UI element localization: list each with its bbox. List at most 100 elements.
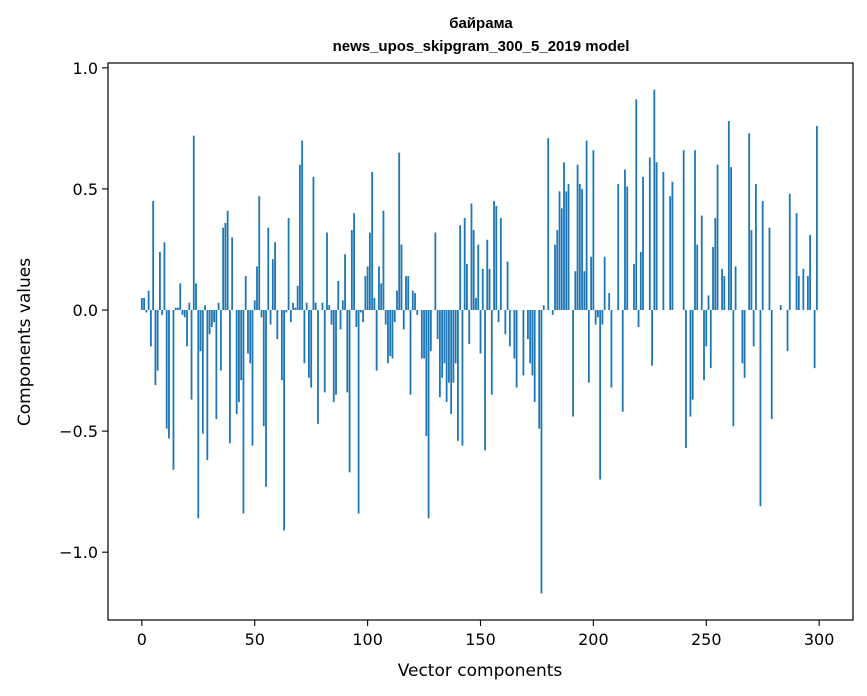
bar-component-91 [346,310,349,393]
bar-component-111 [391,310,394,359]
bar-component-124 [420,310,423,359]
bar-component-69 [296,285,299,311]
bar-component-113 [396,290,398,311]
bar-component-9 [161,310,164,315]
bar-component-106 [380,283,383,311]
bar-component-4 [149,310,152,347]
bar-component-207 [608,293,611,311]
bar-component-144 [466,264,468,311]
bar-component-128 [429,310,432,352]
bar-component-12 [168,310,170,439]
bar-component-138 [452,310,455,383]
bar-component-148 [475,297,477,311]
bar-component-76 [312,176,315,311]
bar-component-68 [294,307,297,311]
bar-component-30 [208,310,211,335]
bar-component-271 [752,310,755,347]
bar-component-99 [364,276,367,311]
bar-component-103 [373,297,376,311]
bar-component-194 [578,184,581,311]
bar-component-155 [490,310,493,395]
bar-component-108 [384,310,387,325]
bar-component-11 [165,310,168,429]
bar-component-64 [285,310,288,313]
bar-component-241 [685,310,687,449]
bar-component-172 [529,310,532,364]
bar-component-14 [172,310,175,470]
bar-component-104 [375,310,378,371]
bar-component-130 [434,232,437,311]
bar-component-39 [229,310,231,444]
x-tick-label: 300 [804,630,835,649]
bar-component-270 [750,230,753,311]
bar-component-186 [560,208,563,311]
bar-component-43 [238,310,240,403]
bar-component-147 [472,230,475,311]
bar-component-18 [181,310,184,315]
bar-component-200 [592,150,595,311]
bar-component-293 [802,268,805,311]
bar-component-163 [508,310,511,347]
bar-component-279 [770,310,773,419]
bar-component-122 [416,310,419,315]
bar-component-183 [554,244,556,311]
bar-component-291 [797,276,800,311]
bar-component-262 [732,310,735,427]
bar-component-135 [445,310,448,403]
bar-component-267 [743,310,746,378]
bar-component-159 [499,217,502,311]
bar-component-192 [574,271,577,311]
bar-component-46 [244,276,247,311]
bar-component-66 [289,310,292,323]
bar-component-286 [786,310,789,352]
bar-component-174 [533,310,536,403]
bar-component-121 [414,293,416,311]
y-tick-label: −0.5 [59,422,98,441]
bar-component-70 [298,164,301,311]
y-tick-label: 0.0 [73,301,98,320]
bar-component-197 [585,140,588,311]
bar-component-101 [368,232,371,311]
bar-component-32 [213,310,216,323]
bar-component-24 [195,283,197,311]
bar-component-220 [637,310,640,327]
bar-component-35 [219,310,222,371]
x-tick-label: 250 [691,630,722,649]
bar-component-59 [274,242,276,311]
bar-component-298 [813,310,816,369]
bar-component-36 [222,227,225,311]
bar-component-178 [542,305,545,311]
bar-component-184 [556,230,559,311]
bar-component-198 [587,310,590,383]
bar-component-85 [332,310,335,403]
bar-component-71 [301,140,304,311]
x-axis-label: Vector components [398,661,563,681]
bar-component-283 [779,305,782,311]
bar-component-182 [551,310,554,315]
bar-component-176 [538,310,541,429]
bar-component-26 [199,310,202,352]
bar-component-226 [651,310,653,366]
bar-component-152 [484,310,486,451]
bar-component-177 [540,310,543,594]
bar-component-84 [330,310,333,325]
bar-component-80 [321,302,324,311]
bar-component-100 [366,266,369,311]
bar-component-253 [712,247,714,311]
bar-component-133 [441,310,444,378]
bar-component-5 [152,201,155,311]
bar-component-115 [400,244,403,311]
bar-component-77 [314,302,317,311]
bar-component-149 [477,244,480,311]
bar-component-1 [143,297,146,311]
bar-component-215 [626,186,629,311]
bar-component-37 [224,222,227,311]
bar-component-40 [231,237,234,311]
bar-component-2 [145,310,148,313]
bar-component-88 [339,310,342,330]
bar-component-203 [599,310,602,480]
bar-component-145 [468,310,471,344]
bar-component-63 [283,310,285,531]
